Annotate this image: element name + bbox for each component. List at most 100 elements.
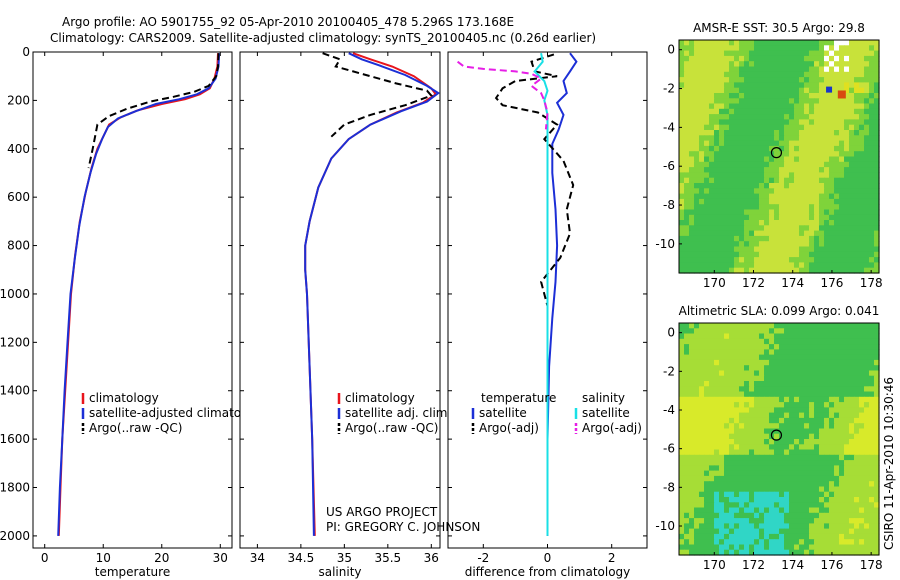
sst_map-cell <box>714 87 720 94</box>
sla_map-cell <box>869 433 875 440</box>
sla_map-cell <box>694 539 700 546</box>
sst_map-cell <box>834 161 840 168</box>
sla_map-cell <box>834 486 840 493</box>
sla_map-cell <box>819 460 825 466</box>
sla_map-cell <box>859 402 865 408</box>
sla_map-cell <box>684 470 690 477</box>
sla_map-cell <box>704 423 710 430</box>
sla_map-cell <box>839 417 845 424</box>
sst_map-cell <box>839 124 845 131</box>
sla_map-cell <box>789 470 795 477</box>
sla_map-cell <box>864 391 870 398</box>
sla_map-cell <box>844 544 850 551</box>
sla_map-cell <box>719 533 725 540</box>
sst_map-cell <box>864 262 870 269</box>
sst_map-cell <box>694 66 700 73</box>
sla_map-cell <box>824 507 830 514</box>
sst_map-cell <box>794 177 800 184</box>
sla_map-cell <box>804 475 810 482</box>
sst_map-cell <box>869 55 875 62</box>
sst_map-cell <box>819 204 825 211</box>
sst_map-cell <box>854 61 860 68</box>
sst_map-cell <box>704 66 710 73</box>
sla_map-cell <box>874 354 880 361</box>
sst_map-cell <box>774 108 780 115</box>
sla_map-cell <box>689 518 695 524</box>
sst_map-cell <box>854 140 860 147</box>
sla_map-cell <box>754 328 760 335</box>
sla_map-cell <box>739 507 745 514</box>
sla_map-cell <box>699 518 705 524</box>
sla_map-cell <box>854 354 860 361</box>
sst_map-cell <box>794 167 800 173</box>
sst_map-cell <box>689 220 695 226</box>
sla_map-cell <box>779 344 785 350</box>
sla_map-cell <box>704 428 710 435</box>
sla_map-cell <box>794 333 800 340</box>
sst_map-cell <box>714 61 720 68</box>
sst_map-cell <box>679 145 685 152</box>
sla_map-cell <box>684 333 690 340</box>
sst_map-cell <box>839 230 845 237</box>
sst_map-cell <box>769 140 775 147</box>
sst_map-cell <box>829 103 835 110</box>
sla_map-cell <box>859 470 865 477</box>
sla_map-cell <box>729 328 735 335</box>
sst_map-cell <box>789 108 795 115</box>
sla_map-cell <box>834 433 840 440</box>
sla_map-cell <box>704 338 710 345</box>
sla_map-cell <box>859 460 865 466</box>
sst_map-cell <box>719 225 725 232</box>
sst_map-cell <box>834 135 840 142</box>
sla_map-cell <box>854 507 860 514</box>
sla_map-cell <box>684 417 690 424</box>
sst_map-cell <box>774 251 780 258</box>
sla_map-cell <box>744 428 750 435</box>
sla_map-cell <box>779 475 785 482</box>
sst_map-cell <box>874 225 880 232</box>
sla_map-cell <box>809 533 815 540</box>
sla_map-cell <box>709 444 715 451</box>
sst_map-cell <box>784 251 790 258</box>
sla_map-cell <box>849 365 855 372</box>
sla_map-cell <box>694 491 700 498</box>
sla_map-cell <box>754 365 760 372</box>
sla_map-cell <box>824 396 830 403</box>
sla_map-cell <box>704 475 710 482</box>
sst_map-cell <box>734 262 740 269</box>
sst_map-cell <box>684 55 690 62</box>
sla_map-cell <box>854 460 860 466</box>
sst_map-cell <box>704 177 710 184</box>
sla_map-cell <box>709 328 715 335</box>
sla_map-cell <box>844 539 850 546</box>
sst_map-cell <box>749 124 755 131</box>
sla_map-cell <box>834 470 840 477</box>
sla_map-cell <box>689 528 695 535</box>
sla_map-cell <box>719 439 725 445</box>
sst_map-cell <box>714 151 720 158</box>
sst_map-cell <box>774 66 780 73</box>
sst_map-cell <box>699 177 705 184</box>
sst_map-cell <box>734 177 740 184</box>
sla_map-cell <box>849 491 855 498</box>
sla_map-cell <box>784 417 790 424</box>
sla_map-cell <box>749 460 755 466</box>
sla_map-cell <box>739 333 745 340</box>
sla_map-cell <box>684 465 690 472</box>
sst_map-cell <box>789 135 795 142</box>
sst_map-cell <box>814 66 820 73</box>
sst_map-cell <box>749 130 755 136</box>
sst_map-cell <box>799 140 805 147</box>
sst_map-cell <box>744 177 750 184</box>
sst_map-cell <box>694 214 700 221</box>
sla_map-cell <box>819 344 825 350</box>
sla_map-cell <box>759 518 765 524</box>
sla_map-cell <box>744 402 750 408</box>
sla_map-cell <box>774 428 780 435</box>
sst_map-cell <box>779 130 785 136</box>
sst_map-cell <box>809 172 815 179</box>
sla_map-cell <box>819 518 825 524</box>
sst_map-cell <box>864 145 870 152</box>
legend-sal-satellite: satellite <box>582 406 630 420</box>
sst_map-cell <box>694 151 700 158</box>
